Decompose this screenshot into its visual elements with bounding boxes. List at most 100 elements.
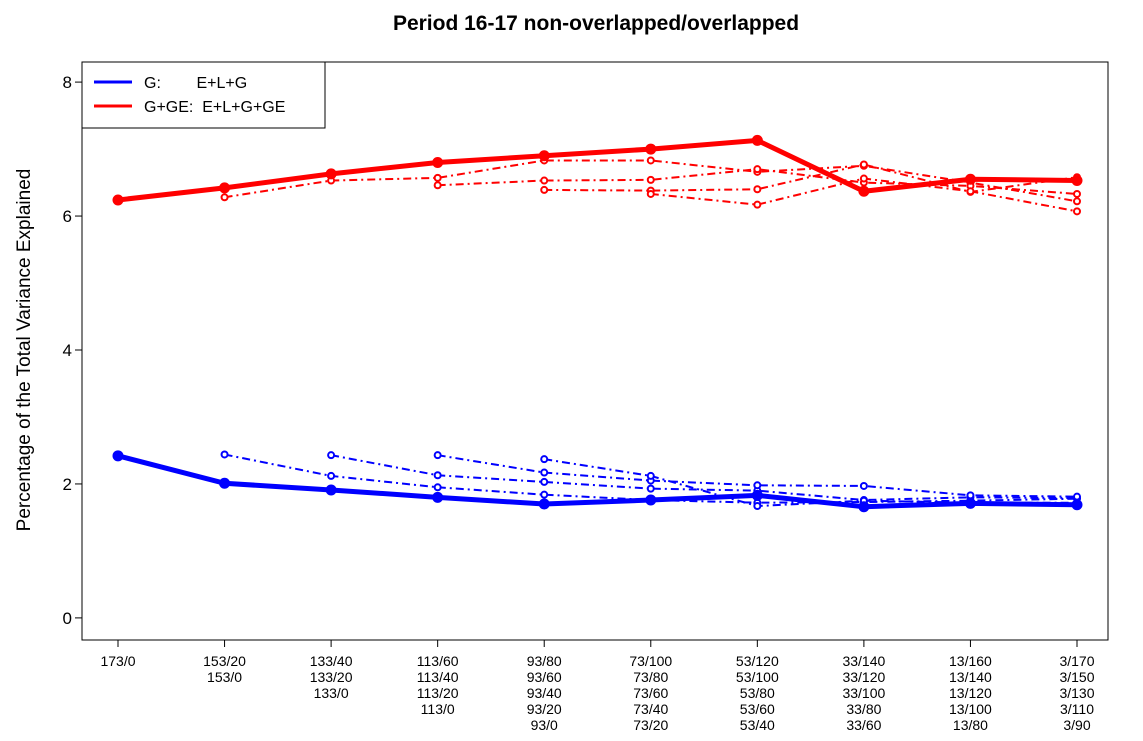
data-point — [753, 165, 762, 174]
x-tick-label: 133/40 — [310, 653, 353, 669]
data-point — [964, 173, 976, 185]
x-tick-label: 3/150 — [1059, 669, 1094, 685]
x-tick-label: 13/100 — [949, 701, 992, 717]
x-tick-label: 93/60 — [527, 669, 562, 685]
data-point — [966, 491, 975, 500]
data-point — [219, 182, 231, 194]
x-tick-label: 53/80 — [740, 685, 775, 701]
plot-frame — [81, 61, 1109, 641]
data-point — [325, 484, 337, 496]
x-tick-label: 3/110 — [1060, 701, 1094, 717]
data-point — [112, 450, 124, 462]
data-point — [858, 185, 870, 197]
data-point — [859, 174, 868, 183]
data-point — [753, 200, 762, 209]
data-point — [433, 173, 442, 182]
legend-box — [81, 61, 326, 129]
data-point — [219, 477, 231, 489]
data-point — [646, 471, 655, 480]
y-axis-label: Percentage of the Total Variance Explain… — [14, 169, 35, 532]
x-tick-label: 73/100 — [629, 653, 672, 669]
data-point — [646, 175, 655, 184]
y-tick-label: 6 — [63, 207, 72, 226]
x-tick-label: 73/80 — [633, 669, 668, 685]
data-point — [112, 194, 124, 206]
data-point — [1073, 197, 1081, 206]
data-point — [859, 160, 868, 169]
data-point — [540, 176, 549, 185]
data-point — [964, 497, 976, 509]
x-tick-label: 53/120 — [736, 653, 779, 669]
x-tick-label: 13/140 — [949, 669, 992, 685]
data-point — [751, 489, 763, 501]
data-point — [538, 498, 550, 510]
data-point — [433, 483, 442, 492]
x-tick-label: 53/40 — [740, 717, 775, 733]
x-tick-label: 33/120 — [842, 669, 885, 685]
series-line — [117, 453, 1078, 510]
data-point — [753, 481, 762, 490]
x-tick-label: 93/0 — [531, 717, 558, 733]
data-point — [1071, 175, 1083, 187]
data-point — [645, 494, 657, 506]
data-point — [433, 471, 442, 480]
data-point — [433, 451, 442, 460]
data-point — [433, 181, 442, 190]
x-tick-label: 113/0 — [421, 701, 455, 717]
series-line — [224, 453, 1078, 504]
x-tick-label: 93/20 — [527, 701, 562, 717]
x-tick-label: 153/0 — [207, 669, 242, 685]
x-tick-label: 33/60 — [846, 717, 881, 733]
legend-label: G+GE: E+L+G+GE — [144, 99, 285, 116]
data-point — [327, 451, 336, 460]
data-point — [646, 189, 655, 198]
x-tick-label: 3/170 — [1059, 653, 1094, 669]
data-point — [646, 484, 655, 493]
series-line — [330, 454, 1078, 502]
data-point — [645, 143, 657, 155]
series-line — [544, 163, 1078, 193]
y-tick-label: 2 — [63, 475, 72, 494]
data-point — [753, 502, 762, 511]
data-point — [325, 168, 337, 180]
y-tick-label: 4 — [63, 341, 72, 360]
data-point — [432, 491, 444, 503]
x-tick-label: 113/40 — [417, 669, 459, 685]
chart-title: Period 16-17 non-overlapped/overlapped — [393, 12, 799, 35]
x-tick-label: 33/140 — [842, 653, 885, 669]
data-point — [1071, 499, 1083, 511]
data-point — [220, 193, 229, 202]
x-tick-label: 3/90 — [1063, 717, 1090, 733]
data-point — [540, 185, 549, 194]
x-tick-label: 173/0 — [100, 653, 135, 669]
x-tick-label: 53/100 — [736, 669, 779, 685]
x-tick-label: 13/160 — [949, 653, 992, 669]
data-point — [859, 481, 868, 490]
data-point — [538, 150, 550, 162]
x-tick-label: 113/60 — [417, 653, 459, 669]
x-tick-label: 133/20 — [310, 669, 353, 685]
data-point — [220, 450, 229, 459]
x-tick-label: 73/40 — [633, 701, 668, 717]
data-point — [327, 471, 336, 480]
x-tick-label: 33/100 — [842, 685, 885, 701]
data-point — [432, 156, 444, 168]
data-point — [858, 501, 870, 513]
x-tick-label: 53/60 — [740, 701, 775, 717]
y-tick-label: 8 — [63, 73, 72, 92]
data-point — [540, 468, 549, 477]
x-tick-label: 13/120 — [949, 685, 992, 701]
x-tick-label: 3/130 — [1059, 685, 1094, 701]
data-point — [1073, 207, 1081, 216]
data-point — [1073, 189, 1081, 198]
x-tick-label: 33/80 — [846, 701, 881, 717]
series-line — [224, 159, 1078, 203]
x-tick-label: 113/20 — [417, 685, 459, 701]
data-point — [540, 455, 549, 464]
x-tick-label: 93/40 — [527, 685, 562, 701]
data-point — [540, 490, 549, 499]
x-tick-label: 133/0 — [314, 685, 349, 701]
data-point — [753, 185, 762, 194]
data-point — [540, 477, 549, 486]
